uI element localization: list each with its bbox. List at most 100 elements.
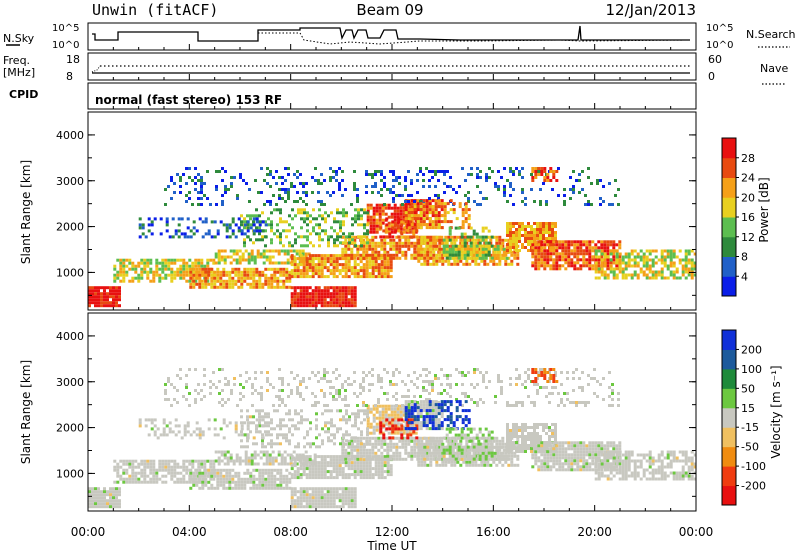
heatmap-cell xyxy=(257,463,260,466)
heatmap-cell xyxy=(152,469,155,472)
heatmap-cell xyxy=(236,454,239,457)
colorbar-swatch xyxy=(722,138,736,158)
heatmap-cell xyxy=(198,478,201,481)
heatmap-cell xyxy=(417,226,420,229)
heatmap-cell xyxy=(382,417,385,420)
heatmap-cell xyxy=(371,245,374,248)
heatmap-cell xyxy=(294,292,297,295)
heatmap-cell xyxy=(288,214,291,217)
heatmap-cell xyxy=(501,464,504,467)
heatmap-cell xyxy=(281,460,284,463)
heatmap-cell xyxy=(103,496,106,499)
heatmap-cell xyxy=(371,242,374,245)
power-heatmap xyxy=(88,167,697,307)
heatmap-cell xyxy=(315,473,318,476)
heatmap-cell xyxy=(161,271,164,274)
heatmap-cell xyxy=(312,272,315,275)
heatmap-cell xyxy=(471,464,474,467)
heatmap-cell xyxy=(348,286,351,289)
heatmap-cell xyxy=(381,263,384,266)
heatmap-cell xyxy=(116,274,119,277)
heatmap-cell xyxy=(413,242,416,245)
heatmap-cell xyxy=(243,478,246,481)
heatmap-cell xyxy=(146,271,149,274)
heatmap-cell xyxy=(312,217,315,220)
heatmap-cell xyxy=(360,473,363,476)
heatmap-cell xyxy=(269,454,272,457)
heatmap-cell xyxy=(407,443,410,446)
heatmap-cell xyxy=(251,460,254,463)
heatmap-cell xyxy=(404,458,407,461)
heatmap-cell xyxy=(533,228,536,231)
heatmap-cell xyxy=(339,223,342,226)
heatmap-cell xyxy=(243,274,246,277)
heatmap-cell xyxy=(218,463,221,466)
heatmap-cell xyxy=(294,260,297,263)
heatmap-cell xyxy=(435,236,438,239)
heatmap-cell xyxy=(339,470,342,473)
heatmap-cell xyxy=(137,262,140,265)
heatmap-cell xyxy=(536,225,539,228)
heatmap-cell xyxy=(531,255,534,258)
heatmap-cell xyxy=(413,254,416,257)
heatmap-cell xyxy=(552,261,555,264)
heatmap-cell xyxy=(188,460,191,463)
heatmap-cell xyxy=(297,458,300,461)
heatmap-cell xyxy=(348,275,351,278)
heatmap-cell xyxy=(309,493,312,496)
heatmap-cell xyxy=(405,211,408,214)
heatmap-cell xyxy=(354,220,357,223)
heatmap-cell xyxy=(324,467,327,470)
heatmap-cell xyxy=(272,463,275,466)
heatmap-cell xyxy=(231,283,234,286)
heatmap-cell xyxy=(420,452,423,455)
heatmap-cell xyxy=(354,214,357,217)
heatmap-cell xyxy=(332,191,335,194)
heatmap-cell xyxy=(495,443,498,446)
heatmap-cell xyxy=(256,229,259,232)
heatmap-cell xyxy=(417,464,420,467)
heatmap-cell xyxy=(309,275,312,278)
heatmap-cell xyxy=(420,400,423,403)
heatmap-cell xyxy=(408,400,411,403)
heatmap-cell xyxy=(273,487,276,490)
heatmap-cell xyxy=(539,228,542,231)
heatmap-cell xyxy=(201,283,204,286)
heatmap-cell xyxy=(385,207,388,210)
heatmap-cell xyxy=(414,223,417,226)
heatmap-cell xyxy=(354,269,357,272)
heatmap-cell xyxy=(201,484,204,487)
heatmap-cell xyxy=(381,473,384,476)
heatmap-cell xyxy=(225,283,228,286)
heatmap-cell xyxy=(362,452,365,455)
heatmap-cell xyxy=(531,176,534,179)
heatmap-cell xyxy=(353,455,356,458)
heatmap-cell xyxy=(233,259,236,262)
heatmap-cell xyxy=(122,274,125,277)
heatmap-cell xyxy=(219,277,222,280)
heatmap-cell xyxy=(501,440,504,443)
heatmap-cell xyxy=(587,167,590,170)
heatmap-cell xyxy=(414,421,417,424)
heatmap-cell xyxy=(185,466,188,469)
heatmap-cell xyxy=(115,499,118,502)
heatmap-cell xyxy=(303,266,306,269)
heatmap-cell xyxy=(342,208,345,211)
heatmap-cell xyxy=(140,271,143,274)
heatmap-cell xyxy=(381,476,384,479)
heatmap-cell xyxy=(201,274,204,277)
heatmap-cell xyxy=(643,265,646,268)
heatmap-cell xyxy=(237,472,240,475)
heatmap-cell xyxy=(591,264,594,267)
heatmap-cell xyxy=(330,487,333,490)
heatmap-cell xyxy=(273,268,276,271)
heatmap-cell xyxy=(435,409,438,412)
heatmap-cell xyxy=(318,502,321,505)
heatmap-cell xyxy=(570,264,573,267)
heatmap-cell xyxy=(291,502,294,505)
heatmap-cell xyxy=(103,493,106,496)
heatmap-cell xyxy=(367,207,370,210)
heatmap-cell xyxy=(392,179,395,182)
heatmap-cell xyxy=(333,467,336,470)
heatmap-cell xyxy=(300,260,303,263)
